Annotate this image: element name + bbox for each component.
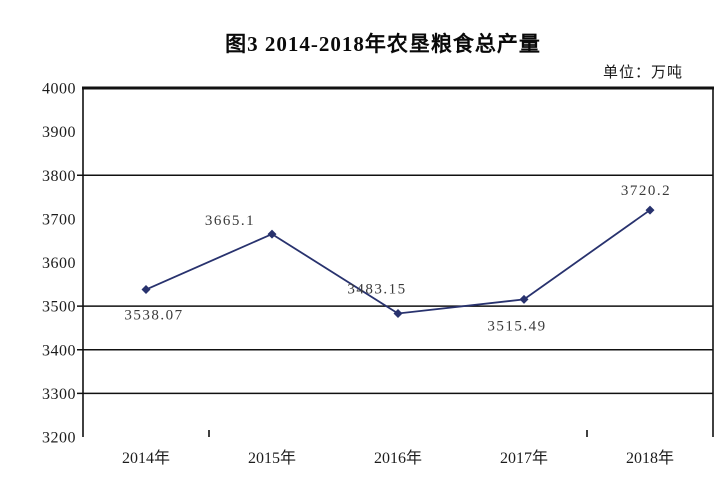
data-point-label: 3720.2 [621,183,671,199]
x-axis-label: 2016年 [374,449,422,467]
y-axis-label: 3200 [42,430,76,447]
data-point-label: 3515.49 [487,318,546,334]
y-axis-label: 3300 [42,386,76,403]
data-point [267,229,277,239]
y-axis-label: 3800 [42,168,76,185]
y-axis-label: 3400 [42,342,76,359]
y-axis-label: 3500 [42,299,76,316]
y-axis-label: 3900 [42,124,76,141]
data-point [519,294,529,304]
x-axis-label: 2017年 [500,449,548,467]
data-point-label: 3665.1 [205,213,255,229]
y-axis-label: 3700 [42,211,76,228]
data-point-label: 3483.15 [347,281,406,297]
chart-title: 图3 2014-2018年农垦粮食总产量 [225,32,541,56]
x-axis-label: 2014年 [122,449,170,467]
x-axis-label: 2015年 [248,449,296,467]
data-point [393,308,403,318]
unit-label: 单位：万吨 [602,65,683,81]
data-point [645,205,655,215]
data-point-label: 3538.07 [124,308,183,324]
x-axis-label: 2018年 [626,449,674,467]
y-axis-label: 4000 [42,81,76,98]
y-axis-label: 3600 [42,255,76,272]
data-point [141,285,151,295]
